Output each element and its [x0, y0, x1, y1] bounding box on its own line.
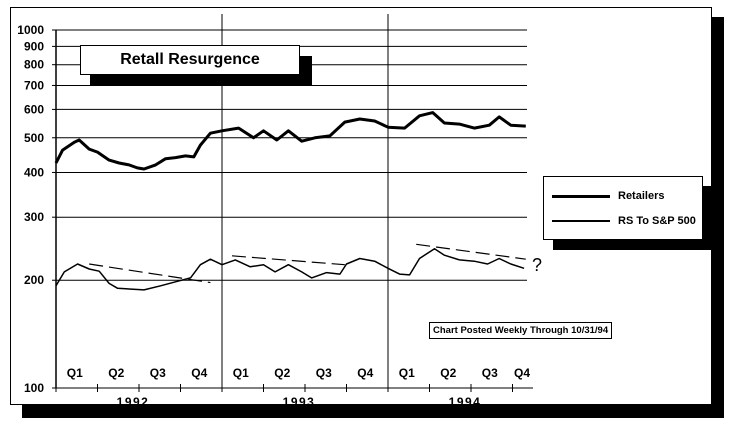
trend-line	[231, 255, 345, 266]
legend: Retailers RS To S&P 500	[543, 176, 703, 240]
chart-title-text: Retall Resurgence	[120, 51, 260, 68]
data-series	[54, 111, 526, 291]
quarter-label: Q2	[440, 366, 456, 380]
series-rs-sp500	[55, 247, 525, 291]
year-label: 1992	[117, 395, 150, 409]
y-tick-label: 800	[24, 58, 44, 72]
quarter-label: Q4	[191, 366, 207, 380]
year-label: 1994	[449, 395, 482, 409]
quarter-label: Q2	[108, 366, 124, 380]
trend-lines	[89, 243, 526, 284]
y-axis-ticks: 100 200 300 400 500 600 700 800 900 1000	[17, 23, 44, 395]
chart-note: Chart Posted Weekly Through 10/31/94	[429, 322, 613, 339]
quarter-label: Q3	[316, 366, 332, 380]
y-tick-label: 1000	[17, 23, 44, 37]
legend-item-retailers: Retailers	[552, 190, 664, 202]
chart-title: Retall Resurgence	[80, 45, 300, 75]
y-tick-label: 600	[24, 102, 44, 116]
legend-item-rs-sp500: RS To S&P 500	[552, 215, 696, 227]
quarter-label: Q2	[274, 366, 290, 380]
legend-swatch-rs-sp500	[552, 220, 610, 222]
y-tick-label: 400	[24, 165, 44, 179]
series-retailers	[54, 111, 526, 171]
quarter-label: Q1	[233, 366, 249, 380]
quarter-label: Q4	[357, 366, 373, 380]
y-tick-label: 300	[24, 210, 44, 224]
quarter-label: Q3	[150, 366, 166, 380]
y-tick-label: 100	[24, 381, 44, 395]
quarter-label: Q3	[482, 366, 498, 380]
x-axis: Q1 Q2 Q3 Q4 Q1 Q2 Q3 Q4 Q1 Q2 Q3 Q4 1992 1993 1994	[52, 366, 533, 409]
y-tick-label: 500	[24, 131, 44, 145]
trend-line	[416, 243, 526, 260]
quarter-label: Q1	[67, 366, 83, 380]
y-tick-label: 200	[24, 273, 44, 287]
legend-label: RS To S&P 500	[618, 215, 696, 227]
quarter-label: Q1	[399, 366, 415, 380]
y-tick-label: 700	[24, 78, 44, 92]
legend-swatch-retailers	[552, 194, 610, 198]
trend-line	[89, 263, 211, 284]
y-tick-label: 900	[24, 39, 44, 53]
question-annotation: ?	[532, 255, 543, 275]
quarter-label: Q4	[514, 366, 530, 380]
legend-label: Retailers	[618, 190, 665, 202]
year-label: 1993	[283, 395, 316, 409]
